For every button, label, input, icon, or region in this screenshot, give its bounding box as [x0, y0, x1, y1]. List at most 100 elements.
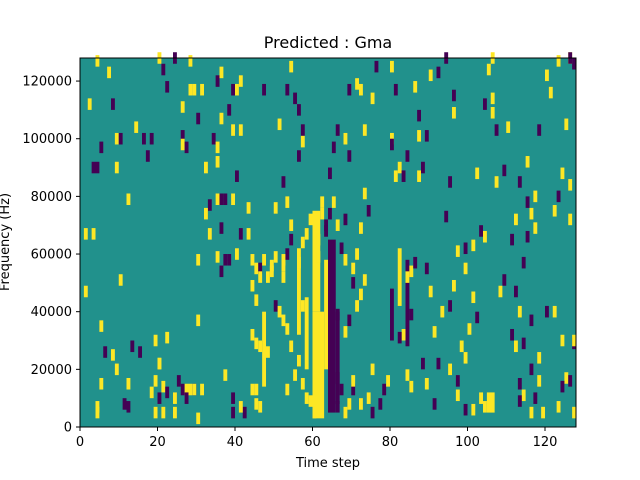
heatmap-cell — [184, 383, 189, 396]
heatmap-cell — [351, 262, 356, 275]
heatmap-cell — [328, 167, 332, 180]
heatmap-band — [297, 248, 301, 335]
heatmap-cell — [331, 141, 336, 154]
heatmap-cell — [266, 271, 270, 283]
heatmap-cell — [448, 300, 453, 312]
heatmap-cell — [572, 334, 577, 347]
heatmap-cell — [250, 254, 255, 266]
x-axis-label: Time step — [295, 456, 360, 471]
heatmap-cell — [293, 369, 298, 381]
heatmap-cell — [362, 274, 367, 286]
heatmap-cell — [335, 401, 340, 413]
heatmap-band — [312, 311, 325, 419]
heatmap-cell — [227, 254, 232, 266]
heatmap-cell — [215, 251, 220, 263]
heatmap-cell — [238, 124, 243, 136]
heatmap-cell — [548, 86, 553, 99]
heatmap-cell — [424, 377, 429, 390]
heatmap-cell — [277, 118, 282, 131]
heatmap-cell — [126, 377, 131, 390]
heatmap-cell — [347, 83, 352, 96]
heatmap-cell — [413, 256, 418, 269]
heatmap-cell — [95, 401, 100, 413]
heatmap-cell — [165, 386, 170, 399]
y-tick-label: 20000 — [31, 363, 72, 378]
heatmap-cell — [188, 55, 193, 67]
heatmap-cell — [568, 375, 573, 387]
heatmap-cell — [289, 233, 294, 246]
heatmap-cell — [455, 389, 460, 402]
heatmap-cell — [502, 274, 507, 286]
heatmap-cell — [572, 58, 577, 70]
heatmap-cell — [359, 222, 363, 234]
heatmap-cell — [192, 83, 197, 96]
heatmap-cell — [219, 112, 224, 125]
heatmap-cell — [149, 132, 154, 145]
x-axis: 0 20 40 60 80 100 120 — [76, 427, 557, 450]
heatmap-cell — [289, 340, 294, 353]
heatmap-cell — [494, 176, 499, 188]
heatmap-cell — [118, 274, 123, 286]
heatmap-cell — [242, 406, 247, 419]
heatmap-cell — [347, 314, 352, 327]
heatmap-cell — [409, 308, 414, 321]
heatmap-cell — [359, 398, 363, 410]
heatmap-cell — [355, 78, 360, 90]
heatmap-cell — [347, 150, 352, 162]
heatmap-cell — [355, 300, 360, 312]
heatmap-cell — [219, 265, 224, 278]
heatmap-band — [335, 311, 340, 404]
heatmap-cell — [300, 300, 305, 312]
heatmap-cell — [362, 124, 367, 136]
heatmap-cell — [351, 375, 356, 387]
heatmap-band — [304, 297, 309, 370]
heatmap-cell — [452, 279, 456, 292]
heatmap-cell — [165, 331, 170, 344]
heatmap-cell — [463, 352, 468, 364]
heatmap-cell — [390, 138, 394, 151]
heatmap-cell — [483, 98, 487, 110]
heatmap-cell — [359, 83, 363, 96]
plot-area — [79, 52, 577, 428]
heatmap-cell — [254, 383, 259, 396]
heatmap-cell — [250, 279, 255, 292]
heatmap-cell — [149, 386, 154, 399]
heatmap-cell — [238, 401, 243, 413]
heatmap-cell — [517, 395, 522, 407]
heatmap-cell — [552, 205, 557, 217]
heatmap-cell — [91, 161, 96, 174]
heatmap-band — [328, 239, 336, 413]
heatmap-cell — [541, 406, 546, 419]
heatmap-cell — [560, 334, 565, 347]
heatmap-cell — [390, 60, 394, 73]
heatmap-cell — [405, 369, 410, 381]
heatmap-cell — [304, 392, 309, 404]
heatmap-cell — [347, 398, 352, 410]
heatmap-cell — [351, 383, 356, 396]
heatmap-cell — [374, 60, 379, 73]
heatmap-cell — [537, 375, 542, 387]
heatmap-cell — [308, 213, 313, 226]
x-tick-label: 80 — [382, 435, 399, 450]
heatmap-cell — [331, 196, 336, 208]
heatmap-cell — [254, 294, 259, 306]
heatmap-cell — [401, 328, 406, 341]
heatmap-cell — [343, 326, 348, 338]
heatmap-cell — [521, 256, 526, 269]
heatmap-cell — [324, 225, 329, 237]
heatmap-cell — [114, 161, 119, 174]
heatmap-cell — [184, 392, 189, 404]
heatmap-cell — [254, 398, 259, 410]
heatmap-band — [324, 259, 329, 370]
heatmap-cell — [180, 383, 185, 396]
heatmap-cell — [300, 236, 305, 249]
heatmap-cell — [231, 392, 236, 404]
heatmap-cell — [231, 124, 236, 136]
heatmap-cell — [231, 406, 236, 419]
y-axis: 0 20000 40000 60000 80000 100000 120000 — [22, 75, 80, 436]
heatmap-cell — [312, 219, 317, 231]
heatmap-cell — [246, 228, 251, 240]
heatmap-cell — [312, 406, 317, 419]
heatmap-cell — [215, 141, 220, 154]
heatmap-cell — [452, 107, 456, 119]
